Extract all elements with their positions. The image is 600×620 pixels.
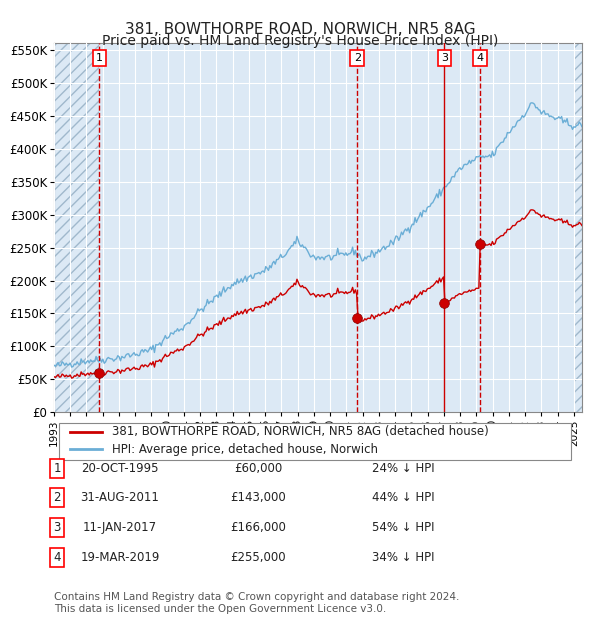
Text: 4: 4 (476, 53, 484, 63)
Text: 31-AUG-2011: 31-AUG-2011 (80, 492, 160, 504)
Text: Contains HM Land Registry data © Crown copyright and database right 2024.
This d: Contains HM Land Registry data © Crown c… (54, 592, 460, 614)
Text: 20-OCT-1995: 20-OCT-1995 (81, 462, 159, 474)
Text: 2: 2 (354, 53, 361, 63)
Text: 4: 4 (53, 551, 61, 564)
Text: 19-MAR-2019: 19-MAR-2019 (80, 551, 160, 564)
Text: £60,000: £60,000 (234, 462, 282, 474)
Text: £166,000: £166,000 (230, 521, 286, 534)
Text: £143,000: £143,000 (230, 492, 286, 504)
Text: 11-JAN-2017: 11-JAN-2017 (83, 521, 157, 534)
Text: 3: 3 (53, 521, 61, 534)
FancyBboxPatch shape (59, 423, 571, 460)
Text: 34% ↓ HPI: 34% ↓ HPI (372, 551, 434, 564)
Text: 44% ↓ HPI: 44% ↓ HPI (372, 492, 434, 504)
Text: 1: 1 (53, 462, 61, 474)
Text: 381, BOWTHORPE ROAD, NORWICH, NR5 8AG: 381, BOWTHORPE ROAD, NORWICH, NR5 8AG (125, 22, 475, 37)
Text: Price paid vs. HM Land Registry's House Price Index (HPI): Price paid vs. HM Land Registry's House … (102, 34, 498, 48)
Text: 1: 1 (96, 53, 103, 63)
Text: HPI: Average price, detached house, Norwich: HPI: Average price, detached house, Norw… (112, 443, 378, 456)
Text: 381, BOWTHORPE ROAD, NORWICH, NR5 8AG (detached house): 381, BOWTHORPE ROAD, NORWICH, NR5 8AG (d… (112, 425, 489, 438)
Text: 54% ↓ HPI: 54% ↓ HPI (372, 521, 434, 534)
Text: 3: 3 (441, 53, 448, 63)
Text: 2: 2 (53, 492, 61, 504)
Text: £255,000: £255,000 (230, 551, 286, 564)
Text: 24% ↓ HPI: 24% ↓ HPI (372, 462, 434, 474)
